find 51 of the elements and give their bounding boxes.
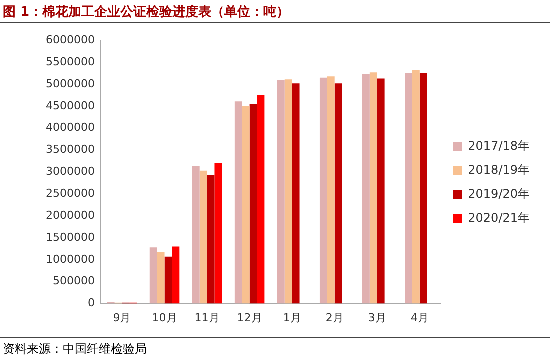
bar xyxy=(234,102,242,304)
legend-label: 2018/19年 xyxy=(468,163,530,178)
bar xyxy=(292,84,300,304)
bar xyxy=(257,95,265,304)
bar xyxy=(412,70,420,304)
chart-title: 图 1：棉花加工企业公证检验进度表（单位：吨） xyxy=(3,4,290,21)
x-tick-label: 1月 xyxy=(283,311,302,324)
text: 资料来源：中国纤维检验局 xyxy=(3,341,147,358)
legend-label: 2017/18年 xyxy=(468,139,530,154)
y-tick-label: 0 xyxy=(88,296,95,310)
y-tick-label: 1500000 xyxy=(46,230,95,244)
y-tick-label: 2000000 xyxy=(46,208,95,222)
x-tick-label: 9月 xyxy=(113,311,132,324)
x-tick-label: 2月 xyxy=(326,311,344,324)
bar xyxy=(207,175,215,304)
bar xyxy=(334,84,342,304)
bar xyxy=(320,78,328,304)
y-tick-label: 3000000 xyxy=(46,165,95,178)
bar xyxy=(214,162,222,304)
y-tick-label: 1000000 xyxy=(46,252,95,266)
bar xyxy=(377,78,385,304)
bar xyxy=(362,74,370,304)
x-tick-label: 4月 xyxy=(410,311,429,324)
legend-label: 2019/20年 xyxy=(468,187,530,202)
bar xyxy=(405,73,412,304)
bar xyxy=(420,74,428,304)
bar xyxy=(327,76,335,304)
bar xyxy=(277,80,285,304)
bar xyxy=(242,106,250,304)
y-tick-label: 3500000 xyxy=(46,143,95,156)
bar xyxy=(164,256,172,304)
bar xyxy=(250,104,258,304)
y-tick-label: 5000000 xyxy=(46,77,95,90)
y-tick-label: 500000 xyxy=(52,274,95,288)
x-tick-label: 3月 xyxy=(368,311,386,324)
y-tick-label: 4000000 xyxy=(46,121,95,134)
y-tick-label: 2500000 xyxy=(46,186,95,200)
y-tick-label: 6000000 xyxy=(46,33,95,46)
x-tick-label: 12月 xyxy=(237,311,262,324)
legend-label: 2020/21年 xyxy=(468,211,530,226)
bar xyxy=(370,72,378,304)
bar xyxy=(200,170,208,304)
bar xyxy=(157,252,165,304)
x-tick-label: 11月 xyxy=(194,311,220,324)
bar xyxy=(284,80,292,304)
bar xyxy=(172,246,180,304)
bar xyxy=(192,166,200,304)
y-tick-label: 4500000 xyxy=(46,99,95,112)
y-tick-label: 5500000 xyxy=(46,55,95,68)
bar xyxy=(150,248,158,304)
x-tick-label: 10月 xyxy=(152,311,178,324)
